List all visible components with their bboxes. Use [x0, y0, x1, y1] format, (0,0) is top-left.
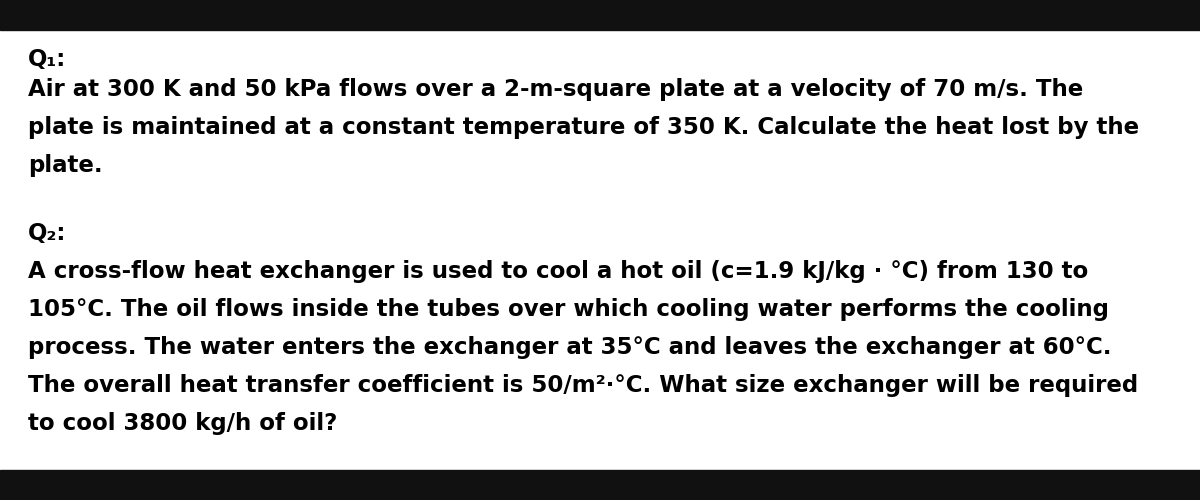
Text: A cross-flow heat exchanger is used to cool a hot oil (c=1.9 kJ/kg · °C) from 13: A cross-flow heat exchanger is used to c…	[28, 260, 1088, 283]
Text: plate.: plate.	[28, 154, 103, 177]
Bar	[0, 470, 1200, 500]
Text: The overall heat transfer coefficient is 50/m²·°C. What size exchanger will be r: The overall heat transfer coefficient is…	[28, 374, 1138, 397]
Text: plate is maintained at a constant temperature of 350 K. Calculate the heat lost : plate is maintained at a constant temper…	[28, 116, 1139, 139]
Text: process. The water enters the exchanger at 35°C and leaves the exchanger at 60°C: process. The water enters the exchanger …	[28, 336, 1111, 359]
Text: Air at 300 K and 50 kPa flows over a 2-m-square plate at a velocity of 70 m/s. T: Air at 300 K and 50 kPa flows over a 2-m…	[28, 78, 1084, 101]
Text: Q₂:: Q₂:	[28, 222, 66, 245]
Text: to cool 3800 kg/h of oil?: to cool 3800 kg/h of oil?	[28, 412, 337, 435]
Bar	[0, 0, 1200, 30]
Text: Q₁:: Q₁:	[28, 48, 66, 71]
Text: 105°C. The oil flows inside the tubes over which cooling water performs the cool: 105°C. The oil flows inside the tubes ov…	[28, 298, 1109, 321]
